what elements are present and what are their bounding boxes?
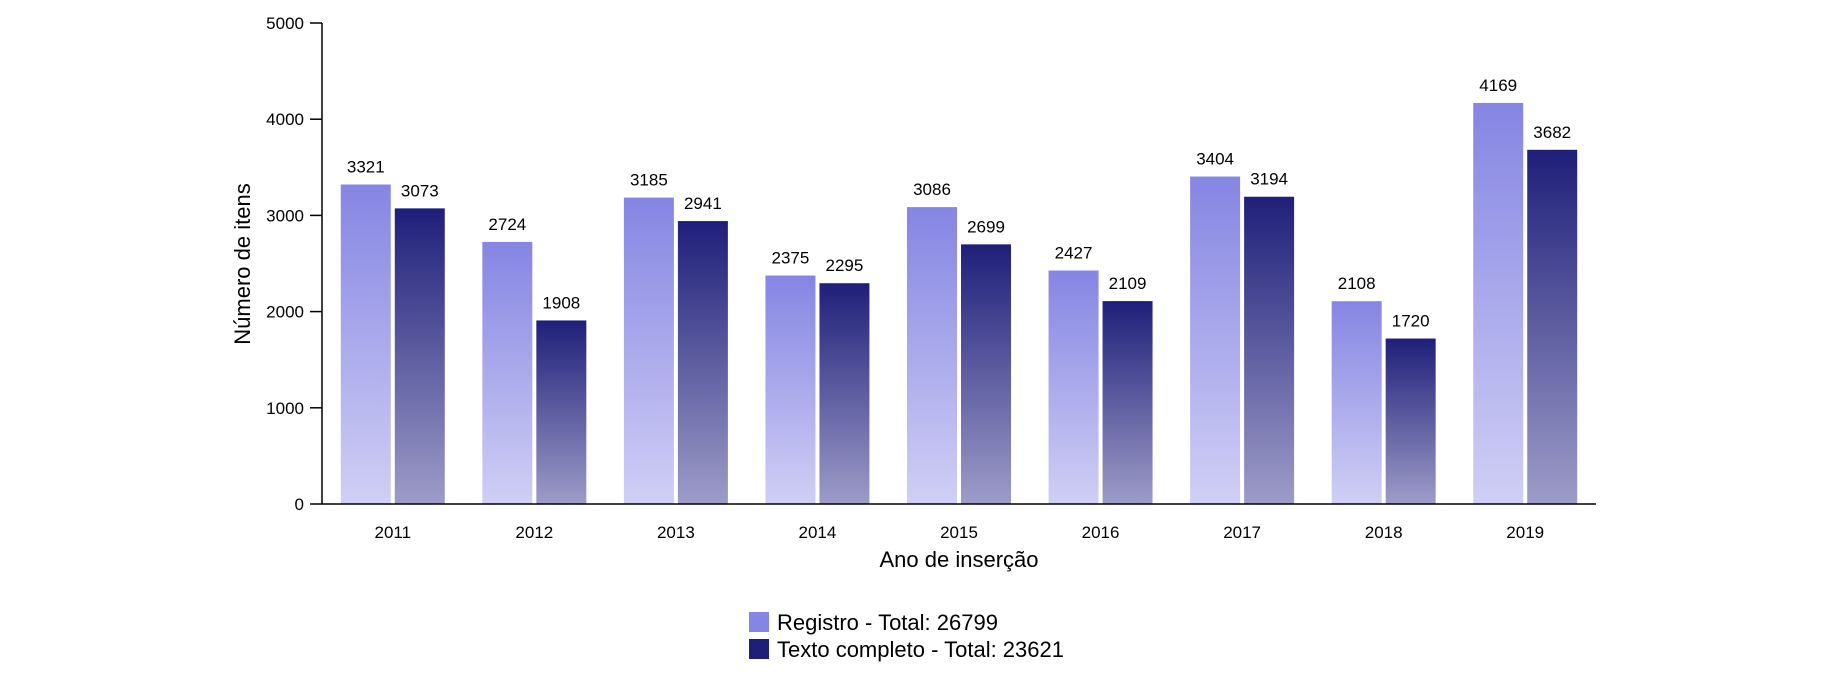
data-label-texto-completo-2016: 2109 [1109,274,1147,293]
bar-registro-2016 [1048,270,1099,504]
bars-group [340,102,1578,505]
x-tick-label-2017: 2017 [1223,523,1261,542]
legend: Registro - Total: 26799 Texto completo -… [749,610,1064,662]
bar-registro-2019 [1473,102,1524,504]
y-axis-title: Número de itens [230,183,255,344]
data-label-texto-completo-2017: 3194 [1250,170,1288,189]
bar-registro-2017 [1190,176,1241,504]
data-label-texto-completo-2013: 2941 [684,194,722,213]
x-tick-label-2011: 2011 [374,523,411,542]
data-label-registro-2019: 4169 [1479,76,1517,95]
bar-texto-completo-2014 [819,283,870,504]
bar-texto-completo-2019 [1527,149,1578,504]
axes-group [321,23,1596,505]
x-tick-label-2012: 2012 [515,523,553,542]
data-label-registro-2014: 2375 [772,249,810,268]
data-label-texto-completo-2014: 2295 [826,256,864,275]
bar-texto-completo-2012 [536,320,587,504]
y-tick-label: 3000 [266,206,304,225]
data-label-registro-2012: 2724 [488,215,526,234]
bar-texto-completo-2016 [1102,301,1153,504]
y-tick-label: 2000 [266,303,304,322]
data-label-texto-completo-2019: 3682 [1533,123,1571,142]
bar-registro-2011 [340,184,391,504]
x-tick-label-2014: 2014 [799,523,837,542]
x-axis-title: Ano de inserção [880,547,1039,572]
data-labels-group: 3321 3073 2724 1908 3185 2941 2375 2295 3086 2699… [347,76,1571,331]
y-tick-label: 4000 [266,110,304,129]
x-tick-label-2019: 2019 [1506,523,1544,542]
bar-texto-completo-2017 [1244,196,1295,505]
y-ticks-group: 0 1000 2000 3000 4000 5000 [266,14,322,514]
data-label-registro-2015: 3086 [913,180,951,199]
x-tick-label-2018: 2018 [1365,523,1403,542]
data-label-registro-2016: 2427 [1055,244,1093,263]
y-tick-label: 0 [295,495,304,514]
x-tick-label-2016: 2016 [1082,523,1120,542]
data-label-registro-2017: 3404 [1196,150,1234,169]
bar-texto-completo-2013 [677,221,728,504]
x-ticks-group: 2011 2012 2013 2014 2015 2016 2017 2018 2019 [374,523,1544,542]
bar-registro-2013 [623,197,674,504]
legend-swatch-texto-completo [749,639,769,659]
bar-texto-completo-2018 [1385,338,1436,504]
bar-registro-2012 [482,241,533,504]
data-label-texto-completo-2015: 2699 [967,217,1005,236]
bar-texto-completo-2015 [961,244,1011,504]
data-label-texto-completo-2018: 1720 [1392,312,1430,331]
legend-label-registro: Registro - Total: 26799 [777,610,998,635]
legend-swatch-registro [749,612,769,632]
data-label-registro-2013: 3185 [630,171,668,190]
data-label-registro-2018: 2108 [1338,274,1376,293]
x-tick-label-2013: 2013 [657,523,695,542]
data-label-registro-2011: 3321 [347,158,385,177]
x-tick-label-2015: 2015 [940,523,978,542]
bar-registro-2015 [907,207,957,504]
bar-registro-2014 [765,275,816,504]
legend-label-texto-completo: Texto completo - Total: 23621 [777,637,1064,662]
bar-texto-completo-2011 [394,208,445,505]
data-label-texto-completo-2012: 1908 [542,293,580,312]
y-tick-label: 1000 [266,399,304,418]
y-tick-label: 5000 [266,14,304,33]
data-label-texto-completo-2011: 3073 [401,181,439,200]
bar-registro-2018 [1331,301,1382,504]
